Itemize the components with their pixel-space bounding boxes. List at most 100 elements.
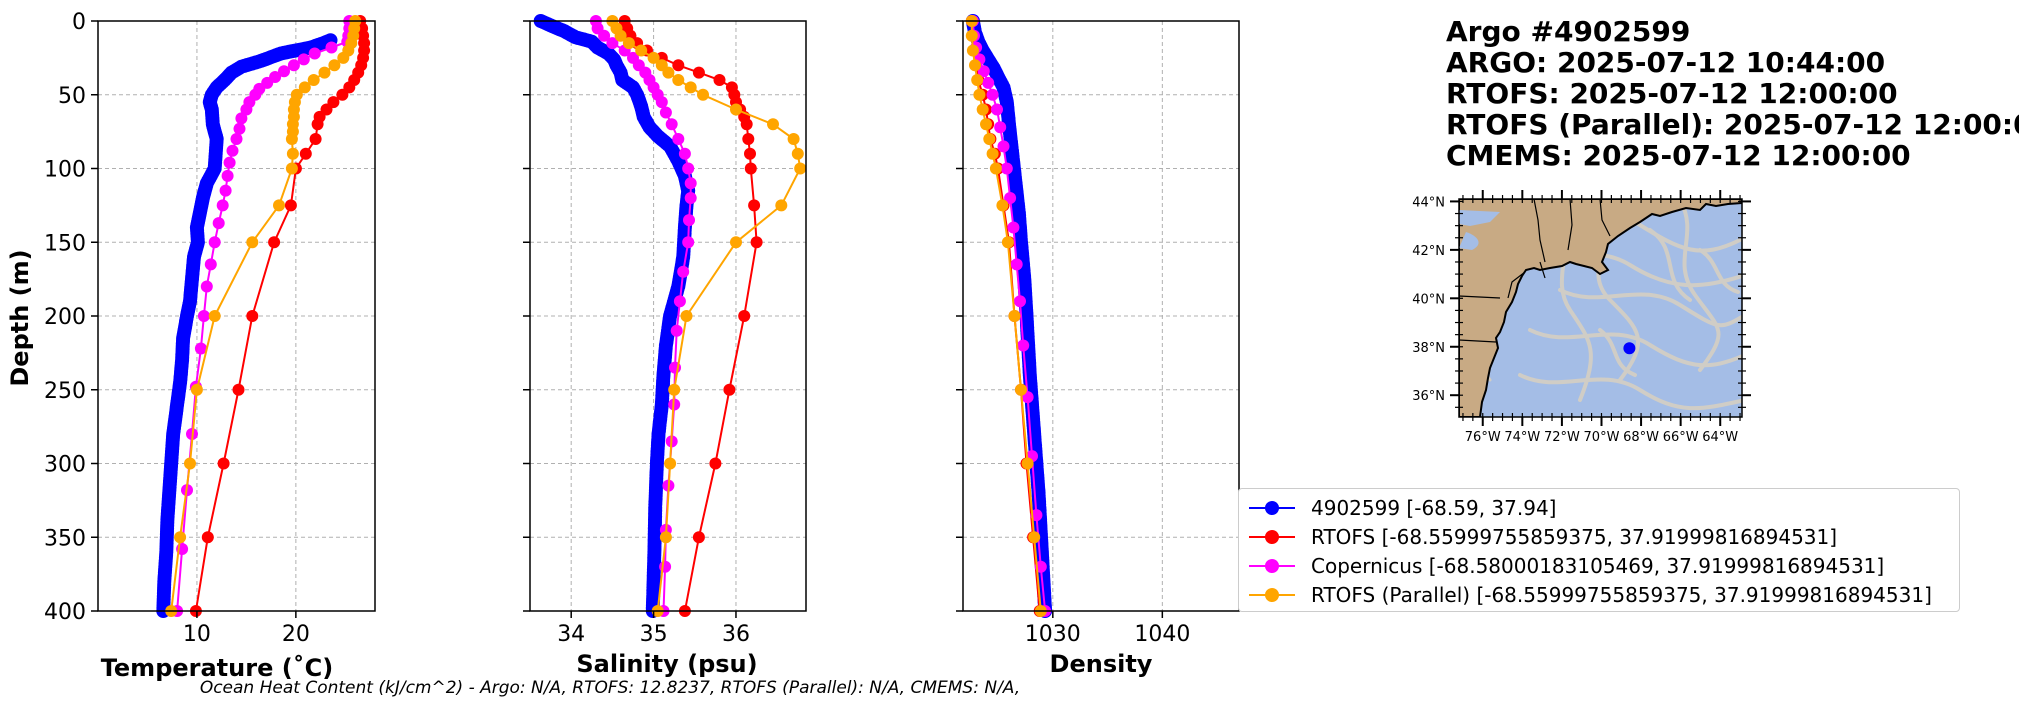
data-point: [744, 162, 757, 175]
data-point: [684, 192, 697, 204]
data-point: [983, 133, 996, 145]
series-rtofs-parallel: [165, 15, 362, 617]
data-point: [692, 531, 705, 544]
data-point: [219, 184, 232, 197]
legend-swatch-argo: [1249, 498, 1295, 518]
data-point: [982, 76, 995, 89]
ytick-label: 200: [44, 305, 86, 330]
legend: 4902599 [-68.59, 37.94] RTOFS [-68.55999…: [1238, 488, 1960, 612]
data-point: [1000, 162, 1013, 175]
map-borders: [1459, 199, 1611, 343]
data-point: [791, 147, 804, 160]
argo-location-marker: [1623, 342, 1636, 355]
map-lon-label: 72°W: [1544, 430, 1580, 445]
data-point: [278, 65, 290, 78]
data-point: [1001, 236, 1014, 249]
location-map: 76°W 74°W 72°W 70°W 68°W 66°W 64°W 36°N 38°N 40°N…: [1412, 190, 1751, 445]
data-point: [680, 310, 693, 322]
legend-item-copernicus: Copernicus [-68.58000183105469, 37.91999…: [1239, 551, 1959, 580]
density-xlabel: Density: [1050, 650, 1153, 678]
data-point: [748, 199, 761, 212]
data-point: [212, 217, 225, 230]
data-point: [336, 88, 349, 101]
ytick-label: 100: [44, 158, 86, 183]
data-point: [969, 59, 981, 72]
data-point: [994, 121, 1007, 134]
title-cmems-time: CMEMS: 2025-07-12 12:00:00: [1446, 139, 1911, 172]
data-point: [299, 147, 312, 160]
data-point: [308, 47, 321, 60]
data-point: [655, 96, 668, 109]
title-argo-id: Argo #4902599: [1446, 15, 1691, 48]
data-point: [318, 66, 331, 79]
xtick-label: 10: [183, 622, 211, 647]
series-4902599: [156, 33, 338, 618]
data-point: [226, 144, 239, 157]
map-lat-label: 44°N: [1412, 195, 1445, 210]
ytick-label: 300: [44, 453, 86, 478]
legend-dot: [1265, 500, 1279, 515]
series-rtofs: [189, 15, 371, 617]
data-point: [1004, 192, 1017, 204]
data-point: [662, 66, 675, 79]
data-point: [677, 265, 690, 278]
data-point: [744, 147, 756, 160]
temperature-xlabel: Temperature (˚C): [101, 654, 334, 682]
legend-swatch-rtofs: [1249, 527, 1295, 547]
map-lon-label: 74°W: [1504, 430, 1540, 445]
data-point: [328, 59, 341, 72]
salinity-axes: 34 35 36 Salinity (psu): [523, 14, 807, 678]
data-point: [223, 156, 236, 169]
data-point: [996, 199, 1009, 212]
data-point: [673, 295, 686, 308]
data-point: [730, 236, 742, 249]
data-point: [682, 236, 695, 249]
data-point: [197, 310, 210, 322]
ytick-label: 350: [44, 526, 86, 551]
salinity-xlabel: Salinity (psu): [576, 650, 757, 678]
map-lon-label: 64°W: [1702, 430, 1738, 445]
map-lakes: [1459, 210, 1500, 250]
data-point: [684, 177, 697, 190]
legend-item-rtofs: RTOFS [-68.55999755859375, 37.9199981689…: [1239, 522, 1959, 551]
title-argo-time: ARGO: 2025-07-12 10:44:00: [1446, 46, 1886, 79]
xtick-label: 1040: [1134, 622, 1190, 647]
ytick-label: 400: [44, 600, 86, 625]
map-lat-label: 40°N: [1412, 292, 1445, 307]
legend-dot: [1265, 558, 1279, 573]
data-point: [208, 236, 221, 249]
data-point: [659, 106, 672, 119]
data-point: [966, 44, 979, 57]
data-point: [684, 81, 697, 94]
data-point: [794, 162, 807, 175]
data-point: [713, 74, 726, 86]
data-point: [284, 199, 297, 212]
map-lat-label: 38°N: [1412, 341, 1445, 356]
data-point: [184, 457, 196, 470]
xtick-label: 34: [557, 622, 585, 647]
data-point: [230, 133, 243, 145]
data-point: [174, 531, 187, 544]
legend-swatch-rtofs-parallel: [1249, 585, 1295, 605]
ytick-label: 150: [44, 231, 86, 256]
legend-dot: [1265, 587, 1279, 602]
data-point: [647, 51, 660, 64]
legend-item-argo: 4902599 [-68.59, 37.94]: [1239, 493, 1959, 522]
data-point: [977, 65, 990, 78]
legend-label-rtofs-parallel: RTOFS (Parallel) [-68.55999755859375, 37…: [1311, 582, 1932, 607]
data-point: [997, 140, 1010, 153]
data-point: [738, 310, 751, 322]
title-rtofs-parallel-time: RTOFS (Parallel): 2025-07-12 12:00:00: [1446, 108, 2019, 141]
data-point: [190, 383, 203, 396]
data-point: [606, 37, 619, 50]
data-point: [208, 310, 221, 322]
data-point: [217, 457, 230, 470]
data-point: [682, 162, 695, 175]
axes-frame: [97, 20, 376, 612]
data-point: [775, 199, 788, 212]
data-point: [742, 133, 755, 145]
data-point: [672, 133, 685, 145]
legend-item-rtofs-parallel: RTOFS (Parallel) [-68.55999755859375, 37…: [1239, 580, 1959, 609]
data-point: [635, 44, 648, 57]
ytick-label: 50: [58, 84, 86, 109]
